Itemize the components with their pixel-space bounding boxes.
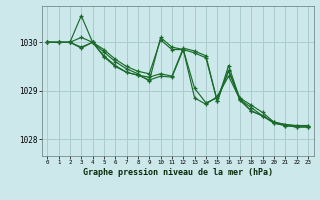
- X-axis label: Graphe pression niveau de la mer (hPa): Graphe pression niveau de la mer (hPa): [83, 168, 273, 177]
